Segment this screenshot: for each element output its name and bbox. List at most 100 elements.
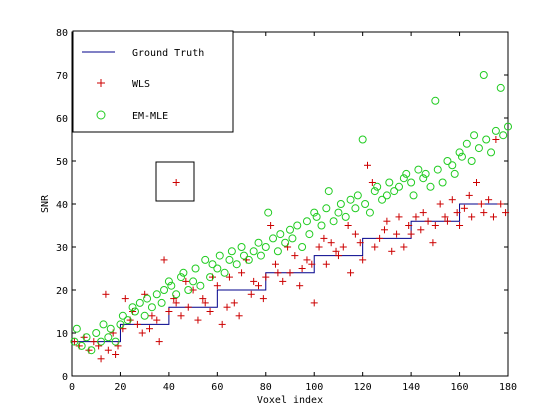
em-mle-point [99,320,108,329]
em-mle-point [443,157,452,165]
x-tick-label: 60 [211,382,223,393]
wls-point [170,295,178,303]
wls-point [182,277,190,285]
y-tick-label: 0 [62,372,68,383]
em-mle-point [351,204,360,213]
wls-point [431,222,439,229]
em-mle-point [402,169,411,178]
wls-point [344,222,352,229]
wls-point [303,256,311,264]
em-mle-point [269,234,278,243]
wls-point [121,295,129,303]
em-mle-point [189,277,198,286]
em-mle-point [312,212,321,221]
wls-point [218,320,226,328]
wls-point [436,200,444,208]
em-mle-point [157,298,166,307]
wls-point [376,234,384,242]
x-tick-label: 180 [499,382,517,393]
wls-point [417,226,425,234]
wls-point [160,256,168,264]
em-mle-point [390,187,399,196]
em-mle-point [286,225,294,234]
em-mle-point [317,221,326,230]
em-mle-point [143,294,152,303]
em-mle-point [191,264,200,273]
wls-point [262,273,270,281]
wls-point [405,222,413,229]
wls-point [90,338,98,346]
wls-point [497,200,505,208]
y-tick-label: 80 [56,28,68,39]
wls-point [412,213,420,221]
wls-point [259,295,267,303]
wls-point [153,316,161,324]
em-mle-point [225,255,234,264]
em-mle-point [82,333,91,342]
wls-point [332,247,340,255]
em-mle-point [118,311,127,320]
em-mle-point [160,286,169,294]
em-mle-point [467,157,476,165]
em-mle-point [77,341,86,350]
em-mle-point [256,251,265,260]
y-tick-label: 40 [56,200,68,211]
em-mle-point [293,221,302,230]
em-mle-point [184,286,193,294]
wls-point [327,239,335,247]
em-mle-point [487,148,496,157]
em-mle-point [479,71,488,79]
wls-point [453,209,461,217]
wls-point [230,299,238,307]
legend-label-ground-truth: Ground Truth [132,48,204,59]
legend-wls-marker [97,79,105,87]
wls-point [184,303,192,311]
em-mle-point [373,182,382,191]
wls-point [247,290,255,298]
wls-point [201,299,209,307]
wls-point [364,161,372,169]
em-mle-point [455,148,464,157]
wls-point [380,226,388,234]
wls-point [172,299,180,307]
data-layer [70,71,512,363]
em-mle-point [448,161,457,170]
wls-point [489,213,497,221]
wls-point [271,260,279,268]
wls-point [238,269,246,277]
wls-point [189,286,197,294]
em-mle-point [382,191,391,200]
wls-point [371,243,379,251]
em-mle-point [92,329,101,337]
em-mle-point [72,324,81,333]
y-axis-label: SNR [40,194,51,213]
x-tick-label: 160 [451,382,469,393]
wls-point [393,230,401,238]
wls-point [383,217,391,225]
em-mle-point [273,247,282,256]
em-mle-point [111,337,120,346]
legend: Ground Truth WLS EM-MLE [72,30,234,133]
em-mle-point [346,195,355,204]
wls-point [322,260,330,268]
wls-point [284,243,292,251]
wls-point [320,234,328,242]
em-mle-point [261,243,270,251]
wls-point [407,230,415,238]
wls-point [456,222,464,229]
legend-frame [72,30,234,133]
em-mle-point [322,204,331,213]
wls-point [112,351,120,358]
wls-point [148,312,156,320]
em-mle-point [491,126,500,135]
wls-point [286,269,294,277]
wls-point [359,256,367,264]
em-mle-point [152,290,161,299]
wls-point [146,325,154,333]
wls-point [468,213,476,221]
wls-point [97,355,105,363]
em-mle-point [499,131,508,140]
wls-point [443,217,451,225]
wls-point [206,308,214,315]
